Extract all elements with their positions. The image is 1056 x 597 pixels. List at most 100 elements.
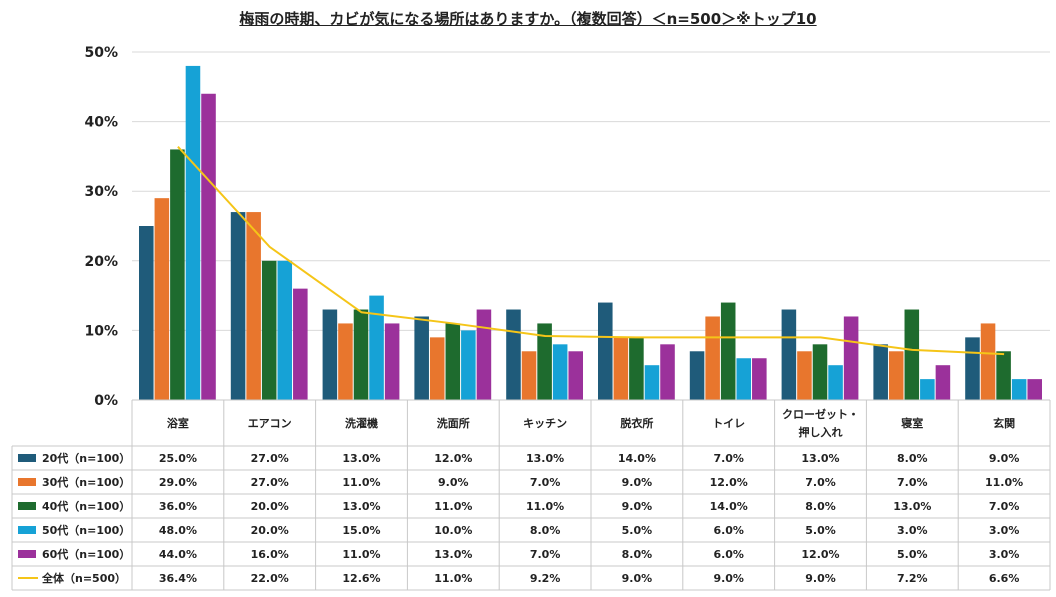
data-label: 11.0% (985, 476, 1023, 489)
bar (537, 323, 552, 400)
category-label: 寝室 (901, 416, 923, 430)
data-label: 7.0% (989, 500, 1020, 513)
legend-label: 60代（n=100） (42, 547, 130, 561)
bar (873, 344, 888, 400)
data-label: 7.0% (713, 452, 744, 465)
data-label: 16.0% (251, 548, 289, 561)
data-label: 7.0% (897, 476, 928, 489)
bar (353, 309, 369, 400)
bar (812, 344, 828, 400)
legend-label: 20代（n=100） (42, 451, 130, 465)
bar (904, 309, 920, 400)
data-label: 6.6% (989, 572, 1020, 585)
data-label: 6.0% (713, 548, 744, 561)
data-label: 7.0% (530, 476, 561, 489)
data-label: 9.0% (713, 572, 744, 585)
y-tick-label: 30% (84, 184, 118, 200)
data-label: 13.0% (526, 452, 564, 465)
legend-key (18, 502, 36, 510)
data-label: 3.0% (989, 548, 1020, 561)
bar (644, 365, 660, 400)
data-label: 29.0% (159, 476, 197, 489)
y-tick-label: 40% (84, 115, 118, 131)
bar (384, 323, 400, 400)
bar (629, 337, 644, 400)
bar (230, 212, 246, 400)
data-label: 11.0% (342, 476, 380, 489)
chart-title: 梅雨の時期、カビが気になる場所はありますか。（複数回答）＜n=500＞※トップ1… (239, 10, 817, 28)
bar (720, 302, 736, 400)
bar (414, 316, 429, 400)
data-label: 8.0% (622, 548, 653, 561)
data-label: 13.0% (342, 452, 380, 465)
data-label: 13.0% (893, 500, 931, 513)
bar (752, 358, 767, 400)
bar (201, 93, 216, 400)
bar (521, 351, 537, 400)
category-label: エアコン (248, 417, 292, 430)
data-label: 8.0% (805, 500, 836, 513)
bar (996, 351, 1011, 400)
data-label: 27.0% (251, 452, 289, 465)
bar (736, 358, 752, 400)
data-label: 7.0% (805, 476, 836, 489)
data-label: 9.0% (622, 572, 653, 585)
data-label: 15.0% (342, 524, 380, 537)
category-label: 玄関 (993, 416, 1015, 430)
bar (445, 323, 461, 400)
data-label: 12.0% (710, 476, 748, 489)
bar (1011, 379, 1027, 400)
bar (429, 337, 445, 400)
legend-label: 全体（n=500） (41, 571, 126, 585)
legend-key (18, 526, 36, 534)
bar (338, 323, 353, 400)
data-label: 9.0% (622, 476, 653, 489)
bar (888, 351, 904, 400)
bar (965, 337, 980, 400)
bar (506, 309, 521, 400)
data-label: 20.0% (251, 500, 289, 513)
y-tick-label: 0% (94, 393, 118, 409)
data-label: 11.0% (434, 572, 472, 585)
category-label: 浴室 (167, 416, 189, 430)
data-label: 13.0% (342, 500, 380, 513)
bar (935, 365, 951, 400)
bar (828, 365, 843, 400)
bar (843, 316, 859, 400)
data-label: 22.0% (251, 572, 289, 585)
y-tick-label: 20% (84, 254, 118, 270)
bar (476, 309, 492, 400)
bar (461, 330, 476, 400)
data-label: 36.4% (159, 572, 197, 585)
data-label: 11.0% (342, 548, 380, 561)
legend-key (18, 454, 36, 462)
data-label: 20.0% (251, 524, 289, 537)
data-label: 11.0% (526, 500, 564, 513)
data-label: 6.0% (713, 524, 744, 537)
data-label: 5.0% (805, 524, 836, 537)
legend-label: 40代（n=100） (42, 499, 130, 513)
legend-label: 50代（n=100） (42, 523, 130, 537)
data-label: 5.0% (897, 548, 928, 561)
category-label: クローゼット・ (782, 407, 859, 421)
bar (705, 316, 720, 400)
bar (781, 309, 797, 400)
bar (568, 351, 583, 400)
legend-label: 30代（n=100） (42, 475, 130, 489)
data-label: 9.0% (438, 476, 469, 489)
bar (293, 288, 308, 400)
bar (598, 302, 613, 400)
category-label: 洗濯機 (345, 416, 378, 430)
series-line-overall (177, 145, 1005, 356)
data-label: 25.0% (159, 452, 197, 465)
data-label: 9.0% (622, 500, 653, 513)
data-label: 14.0% (710, 500, 748, 513)
data-label: 27.0% (251, 476, 289, 489)
bar (170, 149, 185, 400)
category-label: 押し入れ (799, 425, 843, 439)
data-label: 11.0% (434, 500, 472, 513)
bar (920, 379, 935, 400)
bar (1027, 379, 1042, 400)
bar (185, 65, 201, 401)
